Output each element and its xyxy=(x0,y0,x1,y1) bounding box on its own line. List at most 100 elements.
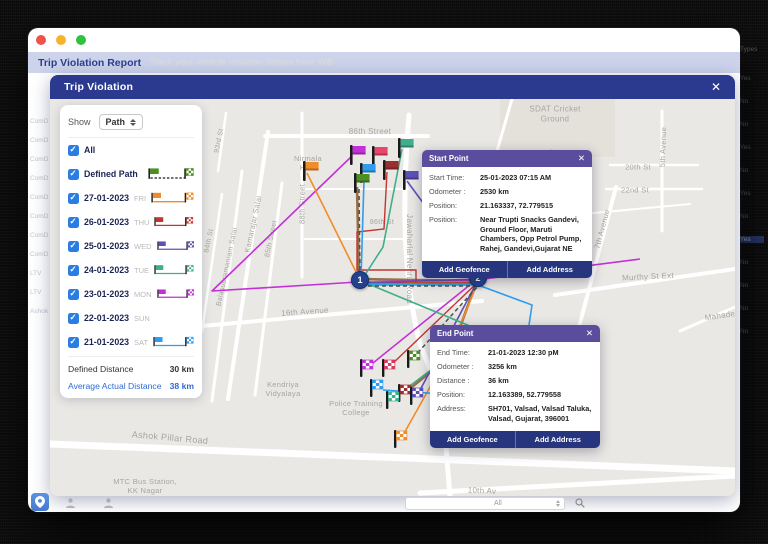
end-flag-icon[interactable] xyxy=(410,387,426,411)
start-flag-icon[interactable] xyxy=(398,138,415,164)
path-row: Defined Path xyxy=(68,162,194,186)
path-legend-icon xyxy=(154,264,194,275)
street-label: Ashok Pillar Road xyxy=(131,429,209,446)
page-title: Trip Violation Report xyxy=(38,56,142,69)
path-legend-icon xyxy=(151,192,194,203)
start-popup-header: Start Point ✕ xyxy=(422,150,592,167)
popup-row: Distance :36 km xyxy=(437,376,509,386)
start-flag-icon[interactable] xyxy=(354,173,371,199)
user-icon[interactable] xyxy=(66,498,75,508)
path-row: All xyxy=(68,138,194,162)
start-flag-icon[interactable] xyxy=(350,145,367,171)
background-list-item: ComD xyxy=(30,213,49,220)
add-address-button[interactable]: Add Address xyxy=(506,260,593,278)
checkbox[interactable] xyxy=(68,264,79,276)
checkbox[interactable] xyxy=(68,288,79,300)
close-icon[interactable]: ✕ xyxy=(577,153,585,163)
end-flag-icon[interactable] xyxy=(382,359,398,383)
map-canvas[interactable]: 86th Street 88th Street Nirmala HSS Jawa… xyxy=(50,99,735,496)
start-flag-icon[interactable] xyxy=(372,146,389,172)
search-input[interactable]: All xyxy=(405,497,565,510)
bottom-toolbar: All xyxy=(28,493,740,512)
path-legend-icon xyxy=(156,289,194,298)
end-flag-icon[interactable] xyxy=(360,359,376,383)
path-row: 27-01-2023 FRI xyxy=(68,186,194,210)
background-cell: No xyxy=(740,328,749,335)
window-minimize-button[interactable] xyxy=(56,35,66,45)
street-label: 16th Avenue xyxy=(280,305,330,318)
modal-title: Trip Violation xyxy=(64,81,134,93)
path-type-dropdown[interactable]: Path xyxy=(98,114,144,130)
street-label: Jawaharlal Nehru Road xyxy=(404,214,414,304)
add-address-button[interactable]: Add Address xyxy=(514,430,601,448)
stepper-icon[interactable] xyxy=(556,500,560,507)
start-popup-title: Start Point xyxy=(429,154,469,163)
end-flag-icon[interactable] xyxy=(370,379,386,403)
add-geofence-button[interactable]: Add Geofence xyxy=(446,434,498,444)
background-table-column: Types Yes No No Yes No Yes No Yes No No … xyxy=(740,0,766,544)
background-list-item: ComD xyxy=(30,175,49,182)
show-label: Show xyxy=(68,117,91,127)
path-row: 24-01-2023 TUE xyxy=(68,258,194,282)
start-flag-icon[interactable] xyxy=(403,170,420,196)
search-icon[interactable] xyxy=(575,498,585,508)
background-list-item: Ashok xyxy=(30,308,49,315)
popup-row: Start Time: 25-01-2023 07:15 AM xyxy=(429,173,552,183)
close-icon[interactable]: ✕ xyxy=(585,328,593,338)
user-icon[interactable] xyxy=(104,498,113,508)
route-marker[interactable]: 1 xyxy=(351,271,369,289)
street-label: 93rd St xyxy=(213,128,226,154)
checkbox[interactable] xyxy=(68,240,79,252)
background-cell: No xyxy=(740,121,749,128)
street-label: Balasubramaniam Salai xyxy=(215,226,240,307)
window-zoom-button[interactable] xyxy=(76,35,86,45)
checkbox[interactable] xyxy=(68,216,79,228)
background-cell: No xyxy=(740,282,749,289)
end-flag-icon[interactable] xyxy=(407,350,423,374)
path-row: 23-01-2023 MON xyxy=(68,282,194,306)
path-row: 26-01-2023 THU xyxy=(68,210,194,234)
background-list-column: ComD ComD ComD ComD ComD ComD ComD ComD … xyxy=(30,28,52,512)
start-flag-icon[interactable] xyxy=(383,160,400,186)
street-label: 20th St xyxy=(625,162,651,172)
window-close-button[interactable] xyxy=(36,35,46,45)
background-list-item: ComD xyxy=(30,232,49,239)
checkbox[interactable] xyxy=(68,192,79,204)
distance-summary-row: Defined Distance 30 km xyxy=(68,363,194,374)
street-label: 5th Avenue xyxy=(657,126,669,168)
popup-row: Position: Near Trupti Snacks Gandevi, Gro… xyxy=(429,215,582,254)
end-popup-header: End Point ✕ xyxy=(430,325,600,342)
background-list-item: LTV xyxy=(30,270,42,277)
street-label: 85th Street xyxy=(263,219,279,258)
street-label: MTC Bus Station, KK Nagar xyxy=(113,477,177,495)
add-geofence-button[interactable]: Add Geofence xyxy=(438,264,490,274)
distance-summary-row: Average Actual Distance 38 km xyxy=(68,380,194,391)
street-label: SDAT Cricket Ground xyxy=(529,104,581,123)
background-list-item: ComD xyxy=(30,118,49,125)
street-label: Murthy St Ext xyxy=(621,270,675,283)
checkbox[interactable] xyxy=(68,336,79,348)
end-flag-icon[interactable] xyxy=(394,430,410,454)
background-cell: No xyxy=(740,305,749,312)
background-cell: No xyxy=(740,213,749,220)
background-list-item: ComD xyxy=(30,251,49,258)
street-label: Kendriya Vidyalaya xyxy=(265,380,301,398)
map-pin-button[interactable] xyxy=(31,493,49,511)
checkbox[interactable] xyxy=(68,312,79,324)
close-icon[interactable]: ✕ xyxy=(710,80,721,94)
titlebar-faded-text: Track your vehicle violation details her… xyxy=(149,57,333,68)
start-point-popup: Start Point ✕ Start Time: 25-01-2023 07:1… xyxy=(422,150,592,278)
popup-row: Address: SH701, Valsad, Valsad Taluka, Va… xyxy=(437,404,592,423)
street-label: 88th Street xyxy=(297,184,307,224)
checkbox[interactable] xyxy=(68,144,79,156)
street-label: 84th St xyxy=(203,228,216,254)
background-list-item: ComD xyxy=(30,156,49,163)
end-flag-icon[interactable] xyxy=(386,391,402,415)
path-row: 25-01-2023 WED xyxy=(68,234,194,258)
popup-row: Odometer :2530 km xyxy=(429,187,509,197)
start-flag-icon[interactable] xyxy=(303,161,320,187)
checkbox[interactable] xyxy=(68,168,79,180)
end-popup-title: End Point xyxy=(437,329,474,338)
background-cell: Yes xyxy=(740,144,751,151)
